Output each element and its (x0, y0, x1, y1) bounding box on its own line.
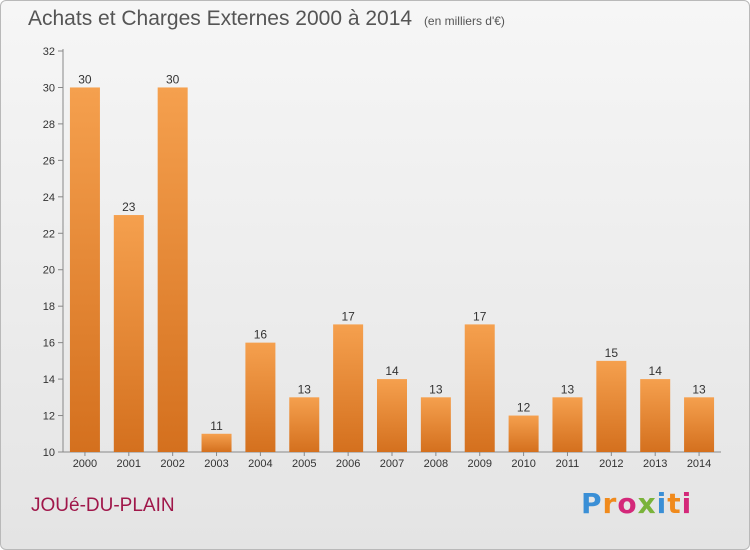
y-tick-label: 10 (43, 447, 55, 459)
y-tick-label: 28 (43, 119, 55, 131)
x-tick-label: 2006 (336, 458, 360, 470)
brand-letter: x (637, 487, 657, 520)
chart-labels: 30 2000 23 2001 30 2002 11 2003 16 2004 13 2005 17 20… (73, 72, 712, 470)
x-tick-label: 2010 (511, 458, 535, 470)
x-tick-label: 2005 (292, 458, 316, 470)
brand-letter: o (617, 487, 638, 520)
brand-letter: r (602, 487, 618, 520)
chart-title-block: Achats et Charges Externes 2000 à 2014 (… (28, 7, 505, 31)
x-tick-label: 2014 (687, 458, 711, 470)
y-tick-label: 12 (43, 411, 55, 423)
bar (113, 215, 144, 452)
y-tick-label: 22 (43, 228, 55, 240)
y-tick-label: 16 (43, 338, 55, 350)
brand-letter: t (667, 487, 682, 520)
bar (333, 324, 364, 452)
brand-letter: i (656, 487, 668, 520)
x-tick-label: 2011 (556, 458, 580, 470)
data-label: 30 (166, 72, 180, 86)
brand-logo: Proxiti (581, 487, 692, 520)
bar (464, 324, 495, 452)
y-tick-label: 26 (43, 155, 55, 167)
x-tick-label: 2001 (117, 458, 141, 470)
bar (552, 397, 583, 452)
y-tick-label: 24 (43, 192, 55, 204)
bar (377, 379, 407, 452)
data-label: 14 (649, 364, 663, 378)
x-tick-label: 2002 (160, 458, 184, 470)
data-label: 11 (210, 419, 223, 433)
bar (69, 87, 100, 453)
data-label: 15 (605, 346, 619, 360)
x-tick-label: 2004 (248, 458, 272, 470)
data-label: 13 (429, 382, 443, 396)
data-label: 14 (385, 364, 399, 378)
bar (245, 342, 276, 452)
data-label: 30 (78, 72, 92, 86)
brand-letter: i (681, 487, 693, 520)
x-tick-label: 2003 (204, 458, 228, 470)
x-tick-label: 2007 (380, 458, 404, 470)
y-tick-label: 14 (43, 374, 55, 386)
bar (289, 397, 320, 452)
brand-letter: P (581, 487, 603, 520)
bar (684, 397, 715, 452)
x-tick-label: 2012 (599, 458, 623, 470)
bar (201, 433, 232, 452)
data-label: 23 (122, 200, 136, 214)
data-label: 17 (341, 309, 355, 323)
x-tick-label: 2000 (73, 458, 97, 470)
data-label: 13 (561, 382, 575, 396)
y-tick-label: 32 (43, 46, 55, 58)
y-tick-label: 30 (43, 82, 55, 94)
bar (157, 87, 188, 453)
chart-title: Achats et Charges Externes 2000 à 2014 (28, 7, 413, 30)
bar (420, 397, 451, 452)
data-label: 17 (473, 309, 487, 323)
bar (640, 379, 671, 452)
data-label: 12 (517, 401, 531, 415)
y-tick-label: 18 (43, 301, 55, 313)
y-tick-label: 20 (43, 265, 55, 277)
bar (596, 360, 627, 452)
x-tick-label: 2013 (643, 458, 667, 470)
data-label: 13 (692, 382, 706, 396)
chart-subtitle: (en milliers d'€) (423, 14, 505, 28)
data-label: 13 (298, 382, 312, 396)
place-name: JOUé-DU-PLAIN (31, 495, 175, 516)
bar (508, 415, 539, 452)
x-tick-label: 2009 (467, 458, 491, 470)
data-label: 16 (254, 328, 268, 342)
chart-bars (69, 87, 715, 453)
x-tick-label: 2008 (424, 458, 448, 470)
